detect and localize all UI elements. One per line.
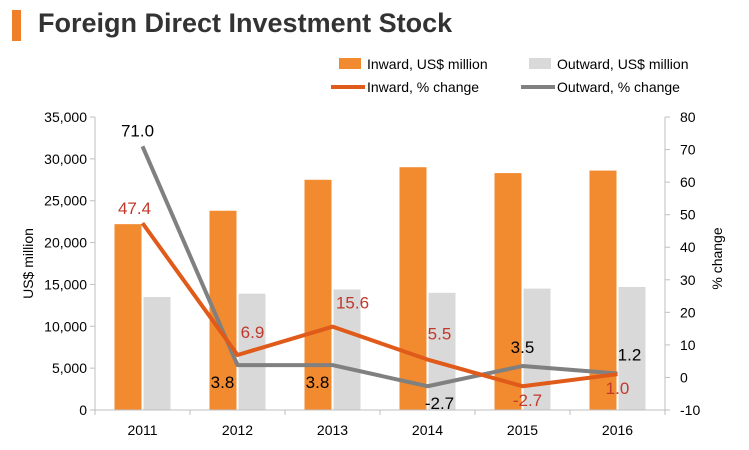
inward-change-data-label: 5.5 [428,325,452,344]
y2-tick-label: 40 [680,239,696,255]
y2-tick-label: 70 [680,142,696,158]
y2-tick-label: 80 [680,109,696,125]
outward-change-data-label: 71.0 [121,121,154,140]
y-tick-label: 30,000 [44,151,87,167]
x-tick-label: 2012 [222,422,253,438]
legend-swatch [529,58,551,69]
x-tick-label: 2013 [317,422,348,438]
y-tick-label: 25,000 [44,193,87,209]
inward-change-line [140,221,618,389]
inward-change-data-label: 6.9 [241,323,265,342]
inward-change-data-label: 1.0 [606,379,630,398]
inward-bar [304,179,332,410]
y-tick-label: 15,000 [44,276,87,292]
outward-bar [143,296,171,410]
inward-bar [114,224,142,410]
legend-label: Outward, US$ million [557,56,689,72]
outward-change-data-label: 1.2 [618,346,642,365]
x-tick-label: 2016 [602,422,633,438]
y-tick-label: 5,000 [52,360,87,376]
outward-change-line [140,145,618,389]
legend-label: Outward, % change [557,79,680,95]
y2-axis-title: % change [709,227,725,289]
y2-tick-label: 0 [680,369,688,385]
outward-change-data-label: -2.7 [425,394,454,413]
inward-change-data-label: 47.4 [118,199,151,218]
y2-tick-label: -10 [680,402,700,418]
y2-tick-label: 20 [680,304,696,320]
y-axis-title: US$ million [20,228,36,299]
page-title: Foreign Direct Investment Stock [38,8,453,38]
outward-change-data-label: 3.8 [211,373,235,392]
legend-swatch [339,58,361,69]
y-tick-label: 35,000 [44,109,87,125]
outward-bar [523,288,551,410]
legend-label: Inward, % change [367,79,479,95]
inward-change-data-label: 15.6 [336,294,369,313]
y2-tick-label: 10 [680,337,696,353]
outward-change-data-label: 3.8 [306,373,330,392]
inward-bar [494,173,522,410]
outward-bar [333,289,361,410]
x-tick-label: 2014 [412,422,443,438]
outward-change-data-label: 3.5 [511,338,535,357]
x-tick-label: 2011 [127,422,157,438]
y2-tick-label: 30 [680,272,696,288]
inward-change-data-label: -2.7 [513,391,542,410]
y-tick-label: 0 [79,402,87,418]
y-tick-label: 10,000 [44,318,87,334]
inward-bar [399,167,427,410]
y2-tick-label: 50 [680,207,696,223]
x-tick-label: 2015 [507,422,538,438]
outward-bar [428,292,456,410]
y-tick-label: 20,000 [44,235,87,251]
y2-tick-label: 60 [680,174,696,190]
outward-bar [618,286,646,410]
legend-label: Inward, US$ million [367,56,488,72]
title-accent-bar [12,10,21,41]
